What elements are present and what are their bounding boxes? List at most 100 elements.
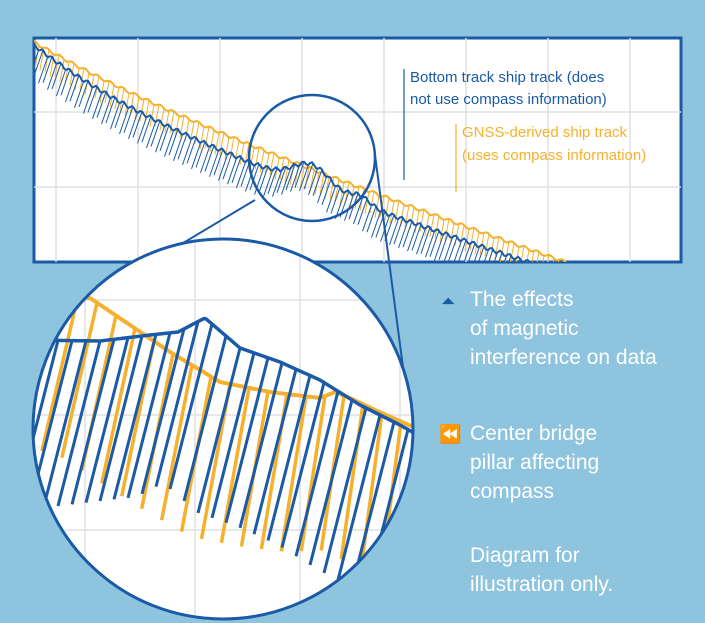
bottom-track-tick: [503, 255, 507, 262]
bottom-track-tick: [285, 163, 296, 191]
gnss-track-tick: [129, 92, 135, 115]
magnified-bottom-track-tick: [154, 321, 200, 487]
bottom-track-tick: [96, 91, 107, 118]
bottom-track-tick: [155, 126, 165, 153]
gnss-track-tick: [364, 191, 370, 215]
gnss-track-tick: [319, 172, 325, 195]
bottom-track-tick: [276, 166, 287, 193]
bottom-track-tick: [393, 217, 404, 245]
bottom-track-tick: [159, 124, 170, 152]
pillar-line-2: pillar affecting: [470, 451, 599, 474]
gnss-track-tick: [547, 254, 550, 262]
magnified-bottom-track-tick: [238, 362, 284, 529]
bottom-track-tick: [308, 168, 318, 195]
bottom-track-tick: [105, 96, 116, 124]
bottom-track-tick: [420, 227, 431, 254]
gnss-track-tick: [219, 132, 225, 155]
bottom-track-label-line-1: Bottom track ship track (does: [410, 69, 604, 86]
gnss-track-tick: [164, 110, 170, 133]
gnss-track-tick: [259, 150, 265, 173]
magnified-gnss-track-tick: [279, 396, 308, 552]
gnss-track-tick: [429, 214, 435, 237]
gnss-track-tick: [139, 99, 145, 122]
gnss-track-tick: [369, 191, 375, 214]
bottom-track-tick: [263, 170, 273, 197]
magnified-bottom-track-tick: [252, 368, 298, 535]
bottom-track-tick: [389, 218, 399, 246]
magnified-bottom-track-tick: [350, 421, 396, 588]
gnss-track-tick: [229, 136, 235, 160]
gnss-track-tick: [474, 232, 480, 255]
pillar-line-3: compass: [470, 480, 554, 503]
gnss-track-tick: [44, 49, 50, 72]
bottom-track-tick: [137, 117, 147, 144]
bottom-track-tick: [508, 255, 512, 262]
bottom-track-tick: [317, 176, 327, 204]
bottom-track-tick: [177, 133, 188, 160]
magnified-bottom-track-tick: [224, 357, 270, 524]
bottom-track-tick: [227, 158, 237, 185]
magnified-bottom-track-tick: [168, 323, 214, 490]
bottom-track-tick: [200, 146, 210, 174]
bottom-track-tick: [236, 161, 246, 189]
magnified-bottom-track-tick: [126, 332, 172, 499]
bottom-track-tick: [173, 134, 183, 161]
gnss-track-tick: [194, 121, 200, 145]
bottom-track-tick: [92, 92, 102, 119]
bottom-track-label-line-2: not use compass information): [410, 91, 607, 108]
bottom-track-tick: [335, 192, 345, 219]
bottom-track-tick: [128, 112, 138, 139]
gnss-track-legend: GNSS-derived ship track (uses compass in…: [455, 124, 646, 192]
gnss-track-tick: [339, 182, 345, 205]
bottom-track-tick: [258, 166, 269, 193]
bottom-track-tick: [453, 240, 462, 262]
bottom-track-tick: [34, 50, 39, 65]
bottom-track-tick: [110, 102, 120, 130]
effects-line-3: interference on data: [470, 346, 657, 369]
bottom-track-line: [34, 42, 537, 262]
disclaimer-line-1: Diagram for: [470, 544, 580, 567]
magnified-bottom-track-tick: [210, 352, 256, 519]
gnss-track-tick: [520, 245, 525, 262]
magnified-circle: [31, 237, 415, 621]
gnss-track-tick: [254, 147, 260, 170]
bottom-track-tick: [186, 137, 197, 164]
bottom-track-tick: [83, 87, 93, 114]
bottom-track-tick: [443, 237, 453, 262]
bottom-track-tick: [164, 130, 174, 157]
bottom-track-legend: Bottom track ship track (does not use co…: [403, 69, 607, 180]
bottom-track-tick: [429, 230, 440, 257]
magnified-bottom-track-tick: [182, 335, 228, 502]
magnified-gnss-track-tick: [60, 302, 99, 459]
bottom-track-tick: [245, 165, 255, 192]
bottom-track-tick: [101, 97, 111, 125]
gnss-track-tick: [531, 250, 535, 262]
bottom-track-tick: [191, 142, 201, 170]
gnss-track-tick: [444, 218, 450, 241]
bottom-track-tick: [371, 211, 381, 238]
magnified-bottom-track-tick: [308, 399, 354, 566]
magnified-bottom-track-tick: [140, 328, 186, 495]
gnss-track-tick: [469, 227, 475, 250]
bottom-track-tick: [463, 243, 471, 262]
gnss-track-tick: [329, 176, 335, 200]
bottom-track-tick: [299, 164, 309, 192]
bottom-track-tick: [416, 228, 426, 255]
gnss-track-tick: [536, 251, 540, 262]
magnified-gnss-track-tick: [40, 295, 80, 452]
gnss-track-label-line-2: (uses compass information): [462, 147, 646, 164]
bottom-track-tick: [330, 187, 341, 214]
gnss-track-tick: [299, 167, 305, 190]
bottom-track-tick: [65, 75, 75, 103]
gnss-track-tick: [169, 111, 175, 134]
bottom-track-tick: [303, 163, 314, 190]
bottom-track-tick: [150, 120, 161, 147]
gnss-track-tick: [119, 88, 125, 111]
bottom-track-tick: [281, 168, 291, 195]
bottom-track-tick: [114, 101, 125, 129]
magnified-gnss-track-tick: [159, 364, 194, 521]
gnss-track-tick: [434, 216, 440, 239]
magnified-bottom-track-tick: [33, 340, 60, 506]
bottom-track-tick: [362, 205, 372, 232]
bottom-track-tick: [488, 249, 494, 262]
